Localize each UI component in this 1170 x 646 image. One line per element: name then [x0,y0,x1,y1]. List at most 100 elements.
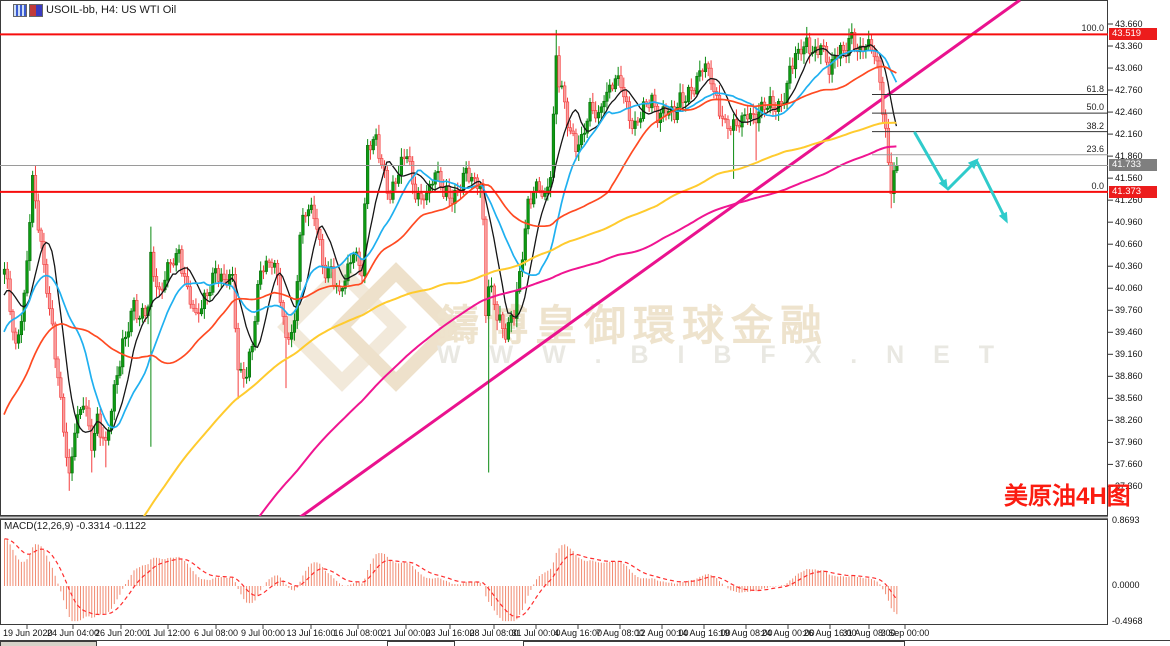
candle-body [306,209,311,217]
candle-body [239,369,243,371]
candle-body [720,115,724,119]
candle-body [267,260,271,263]
candle-body [14,331,18,344]
candle-body [751,113,755,115]
candle-body [391,181,395,200]
candle-body [470,177,474,182]
price-tick-label: 41.560 [1115,173,1143,184]
time-axis-label: 3 Sep 00:00 [880,628,930,638]
candle-body [588,102,592,122]
bottom-panel-tab[interactable] [0,641,97,646]
ma-yellow [142,121,897,517]
chart-title: USOIL-bb, H4: US WTI Oil [46,4,177,16]
candle-body [16,334,21,344]
macd-indicator-canvas[interactable] [0,519,1170,625]
candle-body [622,87,626,98]
price-tick-label: 40.360 [1115,261,1143,272]
candle-body [95,413,99,434]
candle-body [408,156,412,162]
candle-body [602,100,606,108]
macd-indicator-label: MACD(12,26,9) -0.3314 -0.1122 [4,521,147,532]
forecast-arrow[interactable] [975,160,1008,222]
macd-pane-border [0,519,1108,625]
candle-body [678,92,682,108]
candle-body [529,198,533,205]
time-axis-label: 14 Aug 16:00 [677,628,731,638]
candle-body [188,286,192,305]
candle-body [126,331,130,338]
candle-body [377,134,381,159]
pane-resize-divider[interactable] [0,516,1108,519]
candle-body [672,106,677,120]
candle-body [118,366,122,376]
time-axis-label: 26 Aug 16:00 [803,628,857,638]
candle-body [92,433,97,451]
candle-body [47,293,52,310]
bottom-panel-tab[interactable] [523,641,905,646]
time-axis-label: 26 Jun 20:00 [94,628,148,638]
price-tick-label: 43.060 [1115,63,1143,74]
candle-body [177,249,181,254]
candle-body [734,119,738,126]
candle-body [19,321,23,336]
candle-body [788,65,792,84]
candle-body [214,268,218,274]
candle-body [506,322,510,340]
candle-body [349,262,353,265]
candle-body [579,134,584,146]
candle-body [501,314,505,330]
main-chart-canvas[interactable] [0,0,1170,517]
candle-body [11,311,15,333]
candle-body [199,308,204,315]
candle-body [253,321,257,347]
candle-body [115,375,119,385]
candle-body [194,307,198,314]
trendline[interactable] [298,0,1021,517]
candle-body [290,332,294,340]
time-axis-label: 9 Jul 00:00 [240,628,286,638]
candle-body [107,429,111,441]
time-axis-label: 21 Jul 00:00 [381,628,431,638]
macd-scale-min: -0.4968 [1112,616,1143,626]
forecast-arrow[interactable] [913,131,948,189]
candle-body [202,292,206,310]
candle-body [475,177,480,189]
candle-body [59,377,63,398]
price-tick-label: 39.760 [1115,305,1143,316]
candle-body [703,63,708,73]
bottom-panel-tab[interactable] [387,641,455,646]
price-tick-label: 37.660 [1115,459,1143,470]
candlestick-icon [29,4,43,17]
candle-body [270,262,274,268]
candle-body [8,278,12,312]
time-axis-label: 24 Aug 00:00 [761,628,815,638]
candle-body [326,267,330,279]
time-axis-label: 7 Aug 08:00 [595,628,645,638]
candle-body [577,144,581,153]
candle-body [613,78,617,90]
candle-body [304,214,308,217]
candle-body [242,369,246,379]
candle-body [436,170,440,174]
candle-body [543,193,547,197]
candle-body [33,175,38,202]
candle-body [28,222,32,262]
candle-body [791,65,795,70]
candle-body [62,397,66,433]
macd-scale-max: 0.8693 [1112,515,1140,525]
time-axis-label: 28 Jul 08:00 [469,628,519,638]
candle-body [298,234,302,282]
time-axis-label: 23 Jul 16:00 [425,628,475,638]
candle-body [166,262,170,281]
fib-level-label: 50.0 [1086,102,1104,113]
candle-body [582,132,586,135]
candle-body [878,60,882,83]
candle-body [760,101,764,113]
candle-body [743,114,747,117]
price-tick-label: 43.360 [1115,41,1143,52]
candle-body [523,228,527,261]
candle-body [351,254,356,263]
candle-body [616,75,620,80]
candle-body [287,337,291,340]
candle-body [723,118,727,120]
